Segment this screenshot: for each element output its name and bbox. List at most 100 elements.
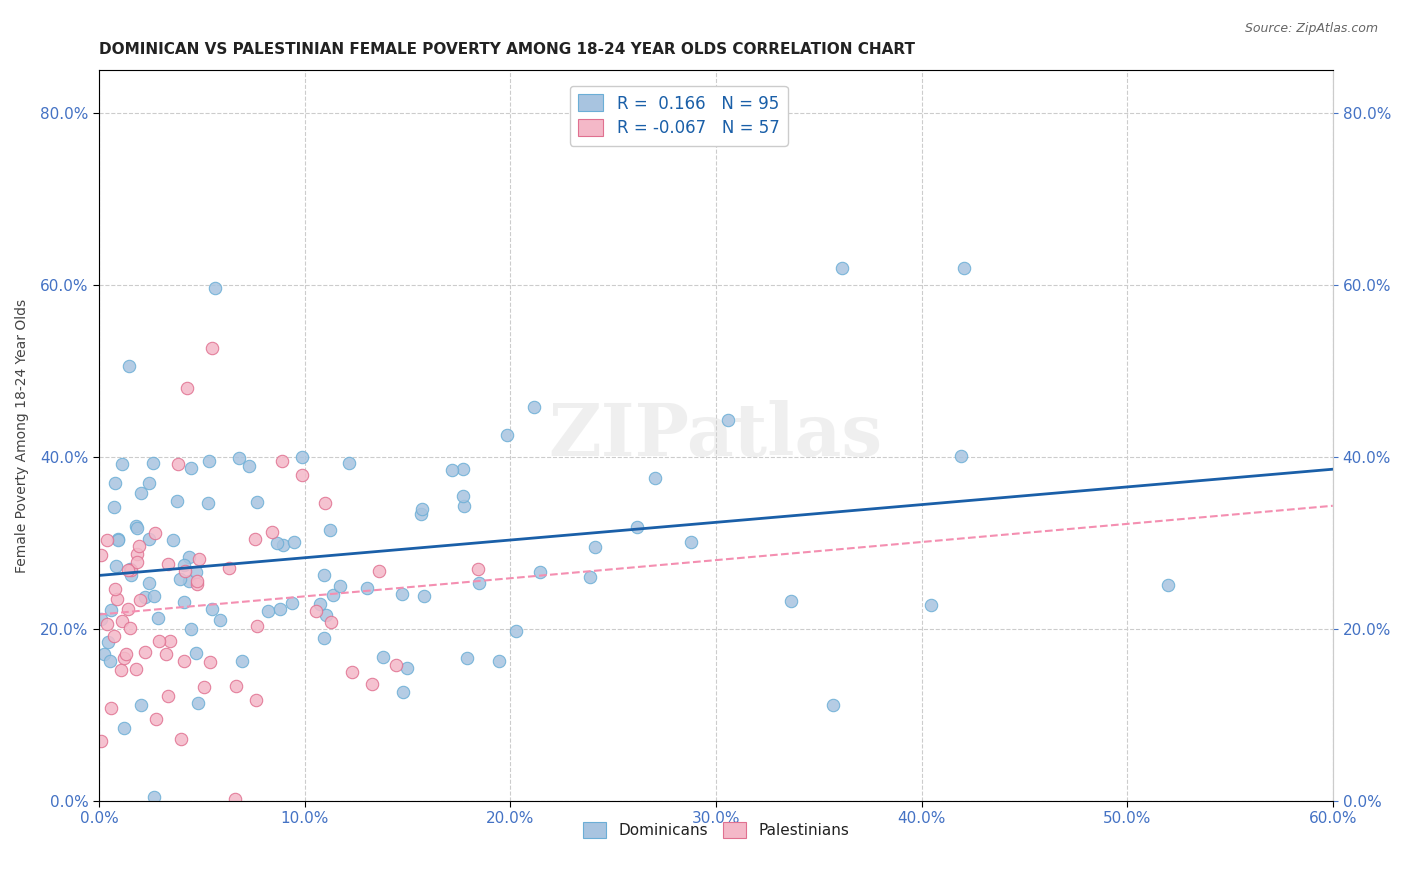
Point (271, 538, 294, 552)
Point (107, 532, 129, 546)
Point (201, 342, 224, 356)
Point (392, 685, 415, 699)
Point (231, 654, 253, 668)
Point (256, 604, 278, 618)
Point (314, 496, 336, 510)
Point (356, 582, 378, 596)
Point (110, 663, 132, 677)
Point (112, 721, 135, 735)
Point (681, 534, 703, 549)
Point (176, 381, 198, 395)
Point (413, 589, 436, 603)
Point (125, 520, 148, 534)
Point (523, 400, 546, 414)
Point (125, 555, 148, 569)
Point (209, 613, 232, 627)
Point (90, 549, 112, 563)
Point (129, 593, 152, 607)
Point (225, 679, 247, 693)
Point (411, 502, 433, 516)
Point (93, 647, 115, 661)
Point (291, 450, 314, 464)
Legend: Dominicans, Palestinians: Dominicans, Palestinians (576, 816, 855, 845)
Point (120, 563, 142, 577)
Point (105, 592, 128, 607)
Point (319, 523, 342, 537)
Text: ZIPatlas: ZIPatlas (548, 401, 883, 471)
Point (467, 562, 489, 576)
Point (180, 622, 202, 636)
Point (118, 359, 141, 373)
Point (391, 587, 413, 601)
Text: Source: ZipAtlas.com: Source: ZipAtlas.com (1244, 22, 1378, 36)
Point (456, 650, 478, 665)
Point (128, 540, 150, 554)
Point (129, 486, 152, 500)
Point (411, 508, 433, 522)
Point (157, 557, 180, 571)
Point (162, 533, 184, 547)
Point (198, 655, 221, 669)
Point (396, 661, 419, 675)
Point (134, 590, 156, 604)
Point (271, 454, 294, 468)
Point (143, 525, 166, 540)
Point (170, 731, 193, 746)
Point (238, 458, 260, 473)
Point (111, 457, 134, 471)
Point (315, 608, 337, 623)
Point (717, 413, 740, 427)
Point (329, 579, 352, 593)
Point (260, 525, 283, 540)
Point (201, 602, 224, 616)
Point (107, 533, 129, 547)
Point (155, 647, 177, 661)
Point (100, 654, 122, 668)
Point (583, 541, 606, 555)
Point (177, 550, 200, 565)
Point (246, 494, 269, 508)
Point (100, 603, 122, 617)
Point (187, 696, 209, 710)
Point (104, 559, 127, 574)
Point (138, 576, 160, 591)
Point (319, 615, 342, 629)
Point (186, 574, 208, 589)
Point (148, 634, 170, 648)
Point (920, 598, 942, 612)
Point (138, 533, 160, 547)
Point (142, 589, 165, 603)
Point (173, 654, 195, 668)
Point (129, 698, 152, 712)
Point (104, 475, 127, 490)
Point (495, 428, 517, 442)
Point (146, 611, 169, 625)
Point (120, 568, 142, 582)
Point (96, 617, 118, 632)
Point (166, 494, 188, 508)
Point (1157, 578, 1180, 592)
Point (505, 624, 527, 639)
Point (100, 700, 122, 714)
Point (173, 558, 195, 572)
Point (125, 547, 148, 561)
Point (193, 680, 215, 694)
Point (367, 565, 389, 579)
Point (529, 565, 551, 579)
Y-axis label: Female Poverty Among 18-24 Year Olds: Female Poverty Among 18-24 Year Olds (15, 299, 30, 573)
Point (451, 462, 474, 476)
Point (117, 602, 139, 616)
Point (142, 456, 165, 470)
Point (111, 614, 134, 628)
Point (224, 792, 246, 806)
Point (96, 533, 118, 547)
Point (283, 535, 305, 549)
Point (314, 567, 336, 582)
Point (97, 635, 120, 649)
Point (488, 655, 510, 669)
Point (103, 629, 125, 643)
Point (340, 665, 363, 679)
Point (626, 519, 648, 533)
Point (821, 698, 844, 713)
Point (269, 602, 291, 616)
